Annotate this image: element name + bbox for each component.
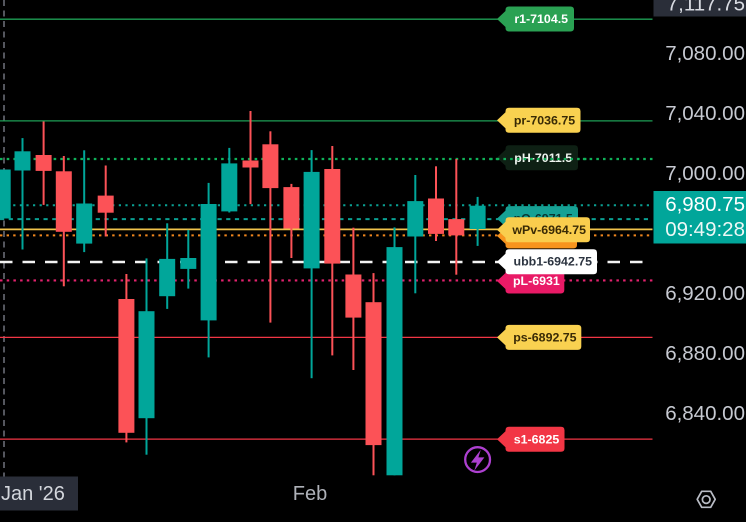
svg-text:6,840.00: 6,840.00	[665, 402, 745, 425]
svg-text:s1-6825: s1-6825	[514, 432, 560, 446]
svg-text:7,117.75: 7,117.75	[667, 0, 745, 16]
svg-text:6,920.00: 6,920.00	[665, 282, 745, 305]
svg-text:pL-6931: pL-6931	[513, 274, 560, 288]
svg-text:pr-7036.75: pr-7036.75	[514, 113, 575, 127]
svg-text:ps-6892.75: ps-6892.75	[513, 330, 576, 344]
svg-text:pH-7011.5: pH-7011.5	[514, 151, 572, 165]
svg-text:7,000.00: 7,000.00	[665, 162, 745, 185]
svg-text:09:49:28: 09:49:28	[665, 218, 745, 241]
svg-text:6,980.75: 6,980.75	[665, 193, 745, 216]
svg-text:r1-7104.5: r1-7104.5	[514, 12, 568, 26]
svg-text:7,080.00: 7,080.00	[665, 42, 745, 65]
svg-text:Jan '26: Jan '26	[1, 483, 65, 505]
svg-text:7,040.00: 7,040.00	[665, 102, 745, 125]
svg-text:Feb: Feb	[293, 483, 327, 505]
svg-text:6,880.00: 6,880.00	[665, 342, 745, 365]
svg-text:ubb1-6942.75: ubb1-6942.75	[514, 255, 593, 269]
svg-text:wPv-6964.75: wPv-6964.75	[511, 223, 586, 237]
